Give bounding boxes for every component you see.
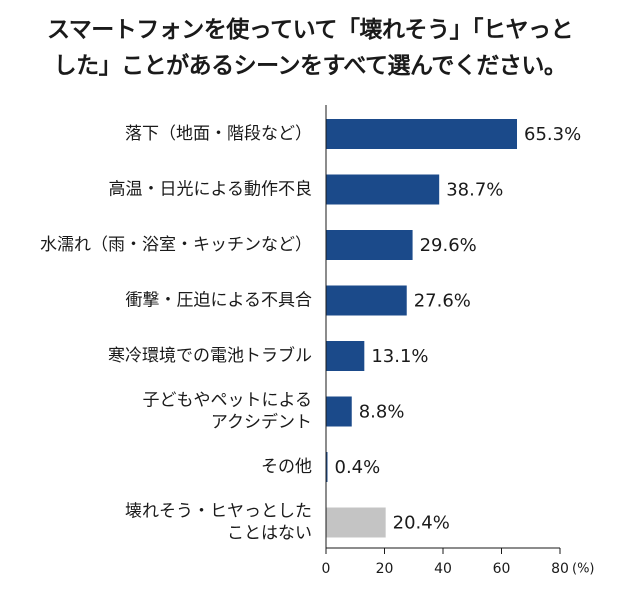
category-label: アクシデント bbox=[211, 412, 312, 433]
chart-title-line-2: した」ことがあるシーンをすべて選んでください。 bbox=[53, 53, 567, 79]
data-label: 0.4% bbox=[335, 457, 381, 478]
category-label: 衝撃・圧迫による不具合 bbox=[126, 291, 313, 311]
category-label: 壊れそう・ヒヤっとした bbox=[125, 502, 312, 522]
x-tick-label: 0 bbox=[322, 561, 331, 577]
bar bbox=[326, 452, 328, 482]
category-label: 子どもやペットによる bbox=[143, 391, 313, 411]
category-label: その他 bbox=[261, 457, 312, 477]
bar bbox=[326, 507, 386, 538]
chart-title: スマートフォンを使っていて「壊れそう」「ヒヤっと した」ことがあるシーンをすべて… bbox=[0, 12, 620, 84]
data-label: 27.6% bbox=[414, 291, 471, 312]
category-label: 寒冷環境での電池トラブル bbox=[108, 345, 312, 366]
bar bbox=[326, 396, 352, 427]
x-tick-label: 40 bbox=[434, 561, 452, 577]
data-label: 65.3% bbox=[524, 124, 581, 145]
data-label: 38.7% bbox=[446, 180, 503, 201]
category-label: 落下（地面・階段など） bbox=[125, 124, 312, 144]
bar bbox=[326, 285, 407, 316]
x-tick-label: 20 bbox=[376, 561, 394, 577]
x-axis-unit: (%) bbox=[572, 562, 595, 577]
category-label: ことはない bbox=[227, 524, 312, 544]
bar bbox=[326, 119, 518, 149]
data-label: 29.6% bbox=[420, 235, 477, 256]
x-tick-label: 80 bbox=[551, 561, 569, 577]
x-tick-label: 60 bbox=[493, 561, 511, 577]
data-label: 20.4% bbox=[393, 513, 450, 534]
data-label: 13.1% bbox=[371, 346, 428, 367]
category-label: 高温・日光による動作不良 bbox=[109, 180, 313, 200]
bar bbox=[326, 341, 365, 371]
bar bbox=[326, 230, 413, 260]
category-label: 水濡れ（雨・浴室・キッチンなど） bbox=[40, 235, 312, 255]
bar bbox=[326, 174, 440, 205]
chart-title-line-1: スマートフォンを使っていて「壊れそう」「ヒヤっと bbox=[47, 17, 573, 43]
data-label: 8.8% bbox=[359, 402, 405, 423]
